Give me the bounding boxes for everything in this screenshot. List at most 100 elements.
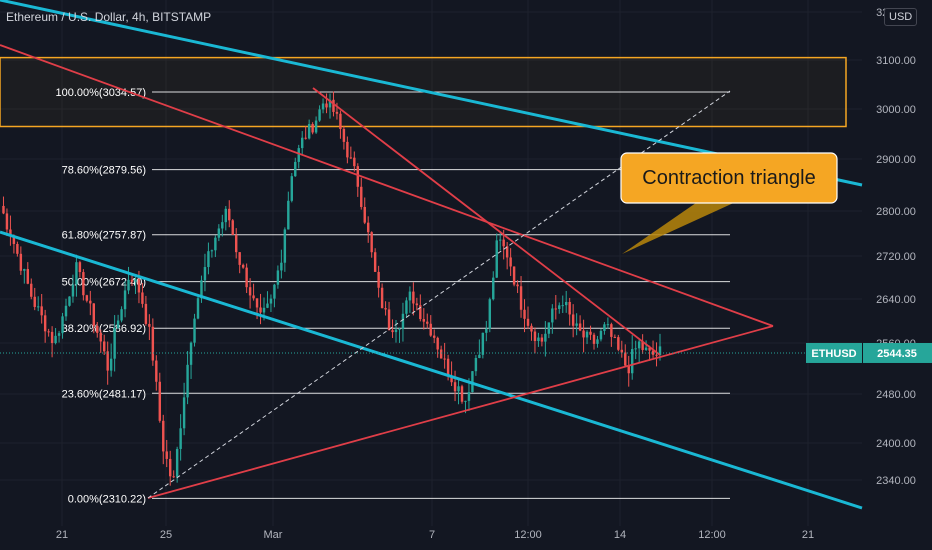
- candle-body: [307, 124, 311, 139]
- candle-body: [547, 322, 551, 334]
- candle-body: [19, 253, 23, 271]
- candle-body: [203, 267, 207, 281]
- candle-body: [85, 295, 89, 301]
- currency-button[interactable]: USD: [884, 8, 918, 26]
- candle-body: [68, 296, 71, 306]
- candle-body: [207, 251, 210, 268]
- time-axis: 21 25 Mar 7 12:00 14 12:00 21: [56, 529, 814, 541]
- candle-body: [16, 243, 19, 254]
- candle-body: [481, 332, 485, 355]
- candle-body: [64, 305, 68, 317]
- candle-body: [436, 337, 439, 350]
- candle-body: [96, 325, 99, 333]
- candle-body: [30, 283, 33, 297]
- candle-body: [363, 206, 366, 223]
- candle-body: [366, 222, 370, 233]
- candle-body: [540, 337, 544, 342]
- price-tag-value-bg: [863, 342, 932, 363]
- candle-body: [648, 347, 651, 351]
- candle-body: [210, 250, 214, 252]
- candle-body: [287, 200, 290, 230]
- candle-body: [47, 331, 50, 333]
- candle-body: [360, 186, 363, 207]
- time-tick-label: 7: [429, 529, 435, 541]
- candle-body: [109, 358, 113, 371]
- candle-body: [148, 323, 151, 327]
- candle-body: [116, 320, 120, 329]
- candle-body: [102, 341, 106, 352]
- candle-body: [314, 120, 318, 133]
- candle-body: [460, 386, 464, 402]
- candle-body: [370, 232, 373, 253]
- candle-body: [92, 303, 96, 326]
- candle-body: [533, 331, 537, 342]
- grid: [0, 0, 862, 526]
- candle-body: [603, 324, 606, 331]
- candle-body: [342, 128, 346, 142]
- price-tick-label: 2480.00: [876, 389, 916, 401]
- candle-body: [439, 349, 443, 359]
- candle-body: [328, 99, 332, 108]
- candle-body: [61, 316, 64, 334]
- candle-body: [509, 257, 512, 267]
- candle-body: [415, 303, 419, 306]
- candle-body: [231, 220, 234, 235]
- candle-body: [512, 266, 516, 285]
- candle-body: [373, 252, 377, 272]
- candle-body: [554, 308, 558, 310]
- candle-body: [526, 318, 530, 326]
- candle-body: [228, 208, 231, 221]
- candle-body: [391, 330, 394, 333]
- candle-body: [346, 141, 349, 158]
- candle-body: [335, 111, 339, 114]
- candle-body: [558, 305, 561, 309]
- candle-body: [405, 300, 408, 314]
- candle-body: [9, 229, 12, 237]
- candle-body: [255, 298, 259, 308]
- candle-body: [401, 313, 405, 329]
- candle-body: [158, 381, 162, 421]
- time-tick-label: 12:00: [514, 529, 542, 541]
- candle-body: [141, 292, 144, 304]
- candle-body: [200, 280, 203, 299]
- candle-body: [568, 301, 571, 315]
- candle-body: [280, 262, 283, 271]
- candle-body: [523, 309, 526, 319]
- candle-body: [40, 306, 43, 316]
- candle-body: [478, 354, 481, 358]
- candle-body: [224, 208, 228, 223]
- candle-body: [516, 284, 519, 287]
- candle-body: [26, 269, 30, 284]
- candle-body: [630, 349, 634, 374]
- time-tick-label: 12:00: [698, 529, 726, 541]
- candle-body: [332, 99, 335, 112]
- candle-body: [162, 420, 165, 452]
- candle-body: [571, 314, 575, 326]
- time-tick-label: 25: [160, 529, 172, 541]
- candle-body: [82, 272, 85, 296]
- candle-body: [443, 358, 446, 360]
- symbol-title: Ethereum / U.S. Dollar, 4h, BITSTAMP: [6, 10, 212, 24]
- candle-body: [78, 262, 82, 273]
- candle-body: [624, 352, 627, 366]
- candle-body: [495, 240, 498, 278]
- candle-body: [186, 364, 189, 398]
- triangle-lower-trendline: [147, 325, 774, 499]
- candle-body: [134, 279, 137, 282]
- candle-body: [637, 341, 641, 349]
- candle-body: [488, 299, 492, 329]
- contraction-triangle-callout: Contraction triangle: [620, 152, 838, 254]
- candle-body: [106, 351, 109, 371]
- callout-text: Contraction triangle: [642, 167, 815, 189]
- price-tick-label: 2800.00: [876, 206, 916, 218]
- candle-body: [353, 157, 356, 167]
- candle-body: [641, 341, 644, 350]
- candle-body: [471, 371, 474, 393]
- candle-body: [498, 239, 502, 241]
- channel-lower-line: [0, 230, 863, 510]
- candle-body: [318, 109, 321, 121]
- candle-body: [168, 458, 172, 477]
- candle-body: [214, 237, 217, 251]
- candle-body: [127, 279, 130, 291]
